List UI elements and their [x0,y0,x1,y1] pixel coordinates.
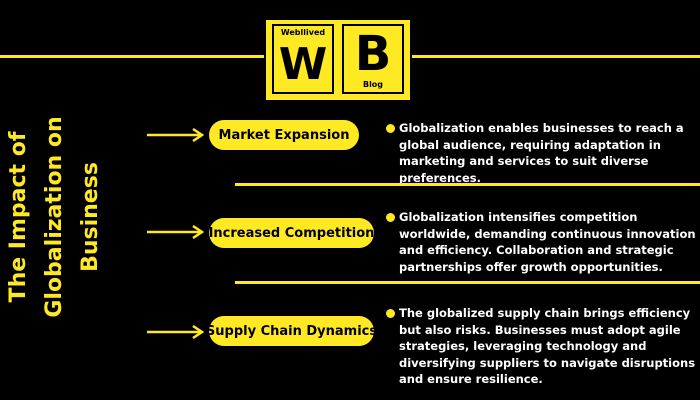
market-expansion-pill: Market Expansion [209,120,359,150]
logo-b-panel: B Blog [342,24,404,94]
logo-b-letter: B [354,26,392,82]
section-divider [235,183,700,186]
increased-competition-pill: Increased Competition [209,218,374,248]
title-line-2: Globalization on [42,116,67,318]
supply-chain-dynamics-pill: Supply Chain Dynamics [206,316,377,346]
bullet-dot [386,309,395,318]
increased-competition-description: Globalization intensifies competition wo… [386,209,698,275]
logo-blog-caption: Blog [362,80,384,89]
logo-w-panel: Webllived W [272,24,334,94]
title-line-1: The Impact of [6,131,31,303]
arrow-right-icon [147,325,205,339]
logo-w-letter: W [278,39,328,90]
page-title: The Impact of Globalization on Business [1,77,109,357]
market-expansion-description: Globalization enables businesses to reac… [386,120,698,186]
arrow-right-icon [147,128,205,142]
bullet-dot [386,213,395,222]
arrow-right-icon [147,225,205,239]
section-divider [235,281,700,284]
title-line-3: Business [78,162,103,272]
logo-brand-text: Webllived [280,28,326,37]
weblived-logo: Webllived W B Blog [264,18,412,102]
supply-chain-dynamics-description: The globalized supply chain brings effic… [386,305,698,388]
bullet-dot [386,124,395,133]
